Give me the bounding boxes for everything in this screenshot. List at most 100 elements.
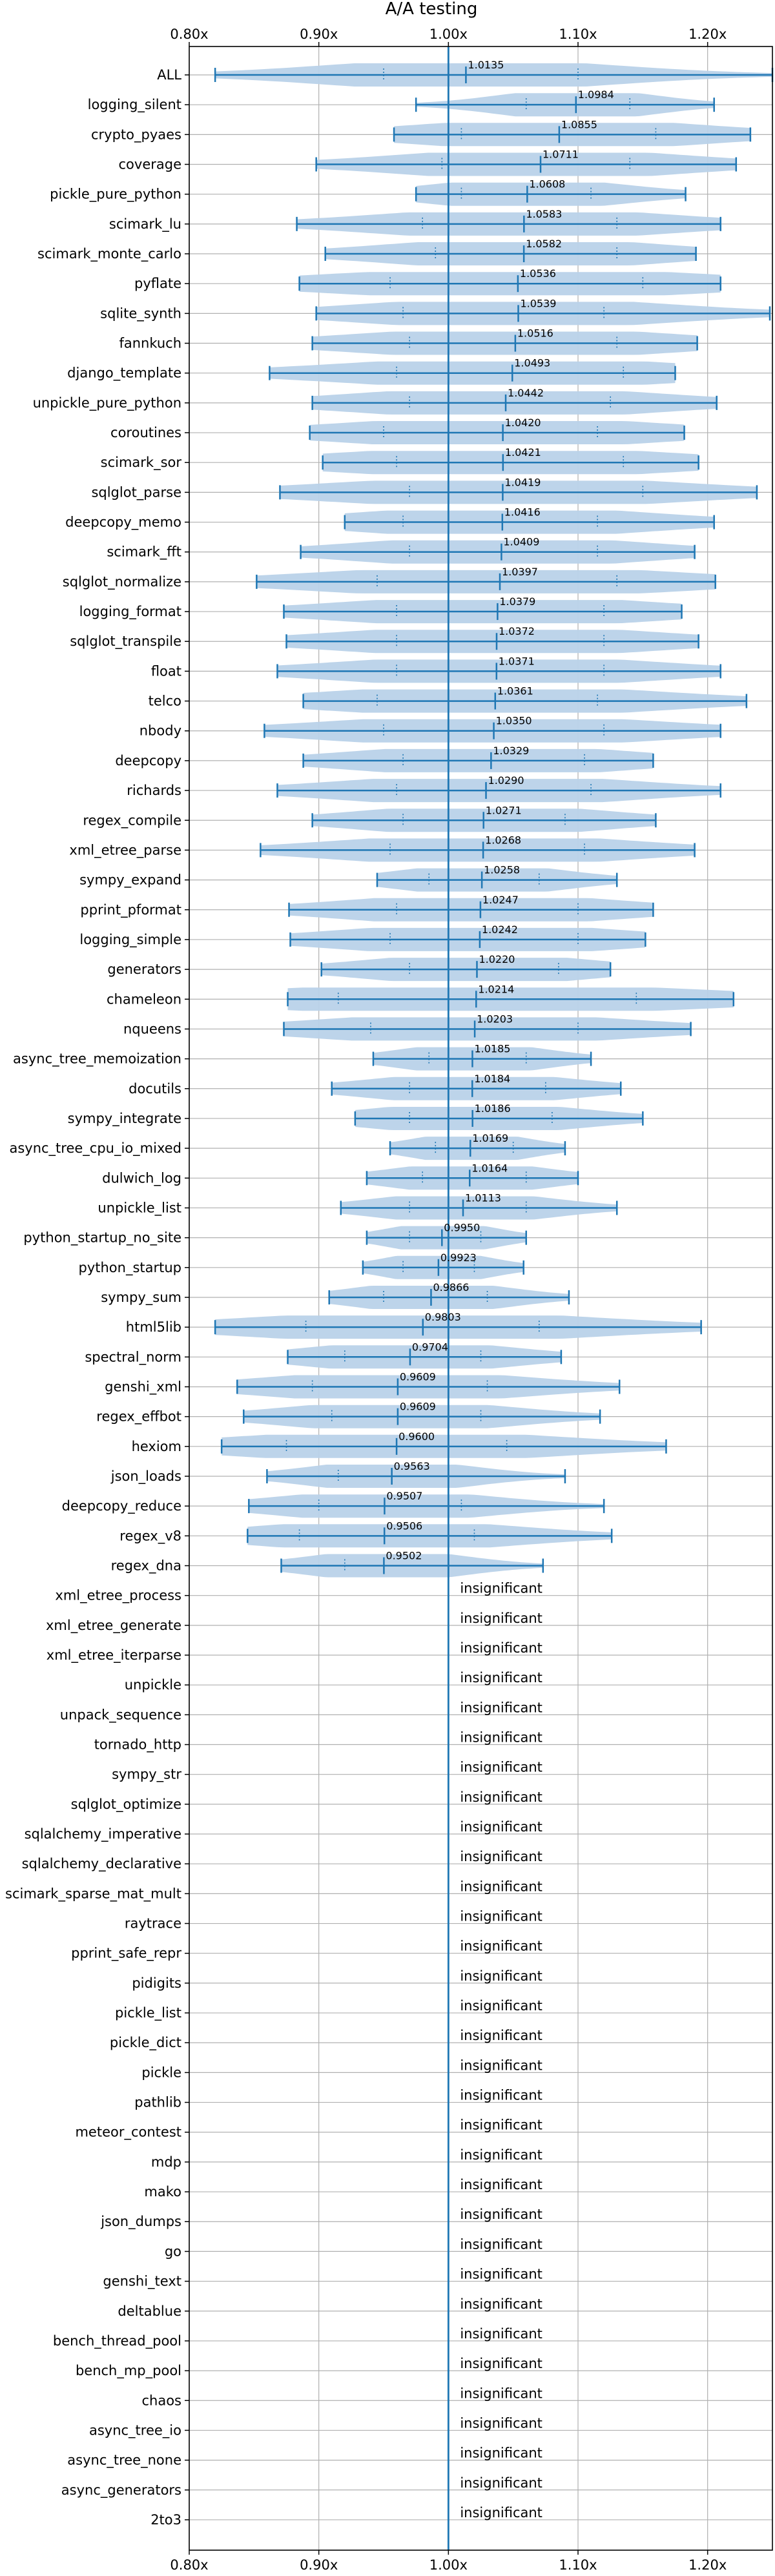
- category-label: regex_compile: [83, 812, 181, 829]
- category-label: genshi_xml: [105, 1379, 181, 1395]
- insignificant-label: insignificant: [460, 2267, 542, 2282]
- value-label: 0.9563: [394, 1460, 430, 1472]
- category-label: async_tree_io: [89, 2422, 181, 2438]
- value-label: 1.0516: [517, 327, 553, 340]
- value-label: 1.0247: [482, 894, 519, 906]
- violin-layer: [214, 63, 774, 1578]
- tick-label-top: 0.90x: [300, 26, 338, 42]
- category-label: sympy_sum: [101, 1290, 181, 1306]
- value-label: 1.0135: [468, 59, 504, 71]
- category-label: docutils: [129, 1081, 181, 1097]
- category-label: meteor_contest: [75, 2125, 181, 2141]
- tick-label-top: 1.10x: [559, 26, 597, 42]
- category-label: python_startup_no_site: [23, 1230, 181, 1246]
- value-label: 1.0420: [505, 417, 541, 429]
- category-label: hexiom: [132, 1439, 181, 1454]
- value-label: 1.0214: [478, 983, 514, 995]
- value-label: 1.0409: [503, 536, 539, 548]
- category-label: pickle_pure_python: [50, 187, 181, 203]
- value-label: 1.0372: [499, 625, 535, 637]
- category-label: 2to3: [150, 2512, 181, 2528]
- category-label: go: [165, 2243, 181, 2259]
- insignificant-label: insignificant: [460, 1730, 542, 1746]
- insignificant-label: insignificant: [460, 2296, 542, 2312]
- category-label: html5lib: [126, 1319, 181, 1335]
- value-label: 1.0608: [529, 178, 565, 191]
- category-label: crypto_pyaes: [91, 127, 181, 143]
- insignificant-label: insignificant: [460, 1611, 542, 1626]
- category-label: scimark_monte_carlo: [37, 246, 181, 262]
- tick-label-top: 1.20x: [688, 26, 727, 42]
- value-label: 1.0203: [477, 1013, 513, 1025]
- value-label: 1.0421: [505, 446, 541, 459]
- label-layer: ALL logging_silent crypto_pyaes coverage pic…: [5, 26, 727, 2573]
- value-label: 1.0258: [484, 864, 520, 876]
- category-label: async_tree_memoization: [13, 1051, 181, 1067]
- insignificant-label: insignificant: [460, 1909, 542, 1924]
- category-label: fannkuch: [119, 336, 181, 351]
- category-label: deepcopy_reduce: [62, 1498, 181, 1514]
- value-label: 1.0169: [472, 1132, 508, 1144]
- category-label: coroutines: [110, 425, 181, 440]
- value-label: 0.9507: [386, 1490, 422, 1502]
- insignificant-label: insignificant: [460, 2356, 542, 2371]
- insignificant-label: insignificant: [460, 2088, 542, 2103]
- value-label: 1.0379: [499, 595, 535, 608]
- category-label: scimark_sparse_mat_mult: [5, 1886, 181, 1902]
- value-label: 1.0271: [486, 804, 522, 816]
- category-label: pickle: [141, 2065, 181, 2080]
- insignificant-label: insignificant: [460, 2415, 542, 2431]
- category-label: async_tree_none: [67, 2453, 181, 2469]
- value-label: 1.0350: [496, 715, 532, 727]
- insignificant-label: insignificant: [460, 2057, 542, 2073]
- category-label: logging_format: [79, 604, 181, 620]
- category-label: scimark_lu: [109, 216, 181, 232]
- tick-label-bottom: 1.10x: [559, 2557, 597, 2573]
- category-label: deepcopy_memo: [65, 515, 181, 531]
- value-label: 1.0164: [471, 1162, 508, 1174]
- category-label: scimark_sor: [101, 455, 182, 471]
- value-label: 0.9803: [425, 1311, 461, 1323]
- insignificant-label: insignificant: [460, 2446, 542, 2461]
- tick-label-bottom: 0.90x: [300, 2557, 338, 2573]
- value-label: 1.0539: [520, 297, 556, 309]
- insignificant-label: insignificant: [460, 1968, 542, 1984]
- category-label: django_template: [67, 366, 181, 382]
- axis-layer: [185, 42, 773, 2555]
- insignificant-label: insignificant: [460, 2028, 542, 2043]
- category-label: unpack_sequence: [60, 1707, 181, 1723]
- insignificant-label: insignificant: [460, 1998, 542, 2014]
- value-label: 0.9506: [386, 1520, 422, 1532]
- tick-label-bottom: 0.80x: [170, 2557, 208, 2573]
- value-label: 1.0186: [475, 1102, 511, 1115]
- insignificant-label: insignificant: [460, 1819, 542, 1835]
- category-label: tornado_http: [94, 1737, 181, 1753]
- insignificant-label: insignificant: [460, 2207, 542, 2222]
- value-label: 1.0493: [514, 357, 550, 369]
- tick-label-top: 0.80x: [170, 26, 208, 42]
- category-label: sqlalchemy_declarative: [22, 1856, 181, 1872]
- value-label: 1.0711: [542, 149, 579, 161]
- value-label: 1.0536: [520, 267, 556, 280]
- insignificant-label: insignificant: [460, 2505, 542, 2520]
- value-label: 1.0242: [482, 923, 518, 936]
- insignificant-label: insignificant: [460, 1879, 542, 1894]
- value-label: 1.0855: [561, 118, 597, 130]
- category-label: sympy_str: [112, 1767, 181, 1783]
- category-label: scimark_fft: [107, 544, 181, 561]
- category-label: generators: [107, 962, 181, 977]
- category-label: pidigits: [132, 1975, 181, 1991]
- category-label: unpickle_pure_python: [33, 395, 181, 411]
- value-label: 1.0268: [485, 834, 521, 846]
- category-label: logging_silent: [88, 97, 181, 113]
- value-label: 1.0185: [474, 1043, 510, 1055]
- category-label: pprint_pformat: [80, 902, 181, 918]
- category-label: pyflate: [134, 276, 181, 291]
- category-label: telco: [149, 694, 181, 709]
- category-label: float: [151, 663, 181, 679]
- insignificant-label: insignificant: [460, 1640, 542, 1656]
- insignificant-label: insignificant: [460, 2147, 542, 2163]
- category-label: dulwich_log: [102, 1170, 181, 1186]
